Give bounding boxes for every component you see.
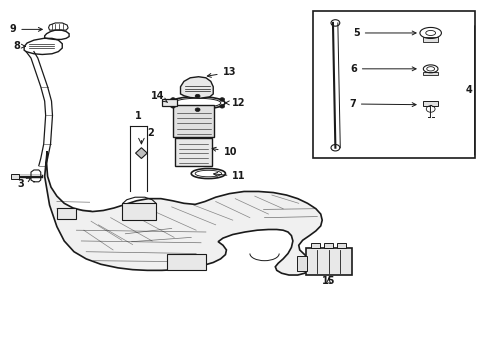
- Circle shape: [171, 98, 175, 101]
- Text: 10: 10: [212, 147, 237, 157]
- Bar: [122, 203, 156, 220]
- Text: 13: 13: [207, 67, 236, 77]
- Text: 11: 11: [214, 171, 246, 181]
- Bar: [57, 208, 76, 219]
- Bar: [175, 138, 212, 166]
- Polygon shape: [45, 151, 322, 275]
- Circle shape: [195, 94, 200, 98]
- Circle shape: [195, 108, 200, 112]
- Text: 5: 5: [353, 28, 416, 38]
- Bar: [337, 243, 345, 248]
- Bar: [423, 72, 438, 75]
- Text: 7: 7: [349, 99, 416, 109]
- Text: 3: 3: [18, 178, 30, 189]
- Circle shape: [220, 98, 224, 101]
- Text: 14: 14: [151, 91, 168, 102]
- Bar: [423, 37, 439, 41]
- Bar: [167, 253, 206, 270]
- Text: 12: 12: [225, 98, 246, 108]
- Text: 6: 6: [350, 64, 416, 74]
- Bar: [297, 256, 307, 271]
- Polygon shape: [180, 77, 213, 98]
- Circle shape: [171, 104, 175, 108]
- Bar: [173, 105, 214, 137]
- Polygon shape: [136, 148, 147, 158]
- Bar: [423, 102, 438, 107]
- Text: 8: 8: [13, 41, 25, 51]
- Bar: [312, 243, 320, 248]
- Text: 4: 4: [466, 85, 472, 95]
- Text: 1: 1: [135, 111, 142, 121]
- Bar: [162, 99, 176, 106]
- Circle shape: [220, 104, 224, 108]
- Bar: [11, 174, 19, 179]
- Text: 2: 2: [147, 129, 154, 138]
- Text: 9: 9: [9, 24, 42, 35]
- Bar: [324, 243, 333, 248]
- Text: 15: 15: [322, 276, 335, 286]
- Bar: [306, 248, 352, 275]
- Bar: [314, 12, 475, 158]
